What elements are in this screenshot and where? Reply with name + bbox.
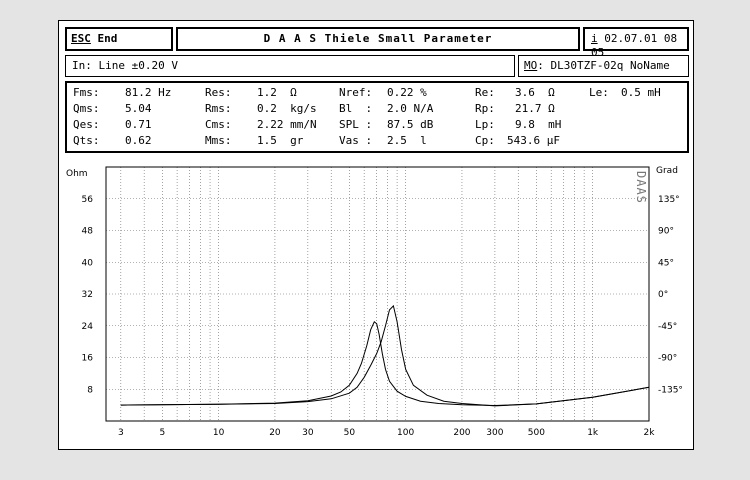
param-label: Le: [589,86,609,99]
param-value: 2.22 mm/N [257,118,317,131]
x-tick-label: 1k [587,428,599,438]
param-label: Lp: [475,118,495,131]
param-label: Cp: [475,134,495,147]
y-tick-label: 32 [82,290,93,300]
param-value: 87.5 dB [387,118,434,131]
param-value: 0.22 % [387,86,427,99]
model-value: : DL30TZF-02q NoName [537,59,670,72]
parameter-panel: Fms: 81.2 Hz Qms: 5.04 Qes: 0.71 Qts: 0.… [65,81,689,153]
x-tick-label: 50 [344,428,356,438]
param-value: 0.2 kg/s [257,102,317,115]
param-label: Cms: [205,118,232,131]
x-tick-label: 300 [486,428,503,438]
mo-key: MO [524,59,538,72]
param-label: Qts: [73,134,100,147]
esc-key: ESC [71,32,91,45]
param-value: 543.6 µF [507,134,560,147]
param-label: Mms: [205,134,232,147]
param-value: 1.5 gr [257,134,304,147]
param-value: 0.71 [125,118,152,131]
param-value: 3.6 Ω [515,86,555,99]
window-title: D A A S Thiele Small Parameter [176,27,580,51]
phase-tick-label: -135° [658,385,683,395]
param-value: 0.62 [125,134,152,147]
param-label: Qes: [73,118,100,131]
param-value: 2.5 l [387,134,427,147]
param-value: 0.5 mH [621,86,661,99]
esc-end-button[interactable]: ESC End [65,27,173,51]
info-key: i [591,32,598,45]
x-tick-label: 2k [644,428,656,438]
daas-window: ESC End D A A S Thiele Small Parameter i… [58,20,694,450]
phase-tick-label: -45° [658,322,677,332]
chart-labels: 3 5 10 20 30 50 100 200 300 500 1k 2k 8 16 24 32 40 48 56 1… [82,195,683,438]
param-label: Fms: [73,86,100,99]
y-tick-label: 56 [82,195,94,205]
param-label: Vas : [339,134,373,147]
daas-watermark: DAAS [634,171,648,204]
y-tick-label: 16 [82,354,94,364]
param-label: SPL : [339,118,373,131]
chart-grid [106,167,649,421]
end-label: End [97,32,118,45]
right-axis-label: Grad [656,166,678,176]
impedance-curve-1 [120,304,650,407]
param-label: Rms: [205,102,232,115]
param-label: Nref: [339,86,373,99]
x-tick-label: 30 [302,428,314,438]
param-label: Bl : [339,102,373,115]
x-tick-label: 500 [528,428,545,438]
y-tick-label: 40 [82,258,94,268]
input-line-field[interactable]: In: Line ±0.20 V [65,55,515,77]
y-tick-label: 24 [82,322,94,332]
x-tick-label: 10 [213,428,225,438]
x-tick-label: 20 [269,428,281,438]
x-tick-label: 100 [397,428,414,438]
phase-tick-label: -90° [658,354,677,364]
param-label: Res: [205,86,232,99]
phase-tick-label: 90° [658,227,674,237]
impedance-chart: 3 5 10 20 30 50 100 200 300 500 1k 2k 8 16 24 32 40 48 56 1… [66,166,683,438]
param-value: 21.7 Ω [515,102,555,115]
x-tick-label: 200 [453,428,470,438]
x-tick-label: 3 [118,428,124,438]
param-label: Rp: [475,102,495,115]
info-date-field[interactable]: i 02.07.01 08 05 [583,27,689,59]
left-axis-label: Ohm [66,169,88,179]
param-value: 1.2 Ω [257,86,297,99]
phase-tick-label: 0° [658,290,668,300]
x-tick-label: 5 [159,428,165,438]
chart-curves [120,304,650,407]
param-value: 81.2 Hz [125,86,172,99]
param-value: 2.0 N/A [387,102,434,115]
input-line-label: In: Line ±0.20 V [72,59,178,72]
impedance-curve-2 [120,320,650,407]
param-label: Qms: [73,102,100,115]
y-tick-label: 48 [82,227,94,237]
phase-tick-label: 45° [658,258,674,268]
y-tick-label: 8 [87,385,93,395]
plot-frame [105,166,650,422]
model-field[interactable]: MO: DL30TZF-02q NoName [518,55,689,77]
phase-tick-label: 135° [658,195,680,205]
param-label: Re: [475,86,495,99]
param-value: 9.8 mH [515,118,562,131]
param-value: 5.04 [125,102,152,115]
